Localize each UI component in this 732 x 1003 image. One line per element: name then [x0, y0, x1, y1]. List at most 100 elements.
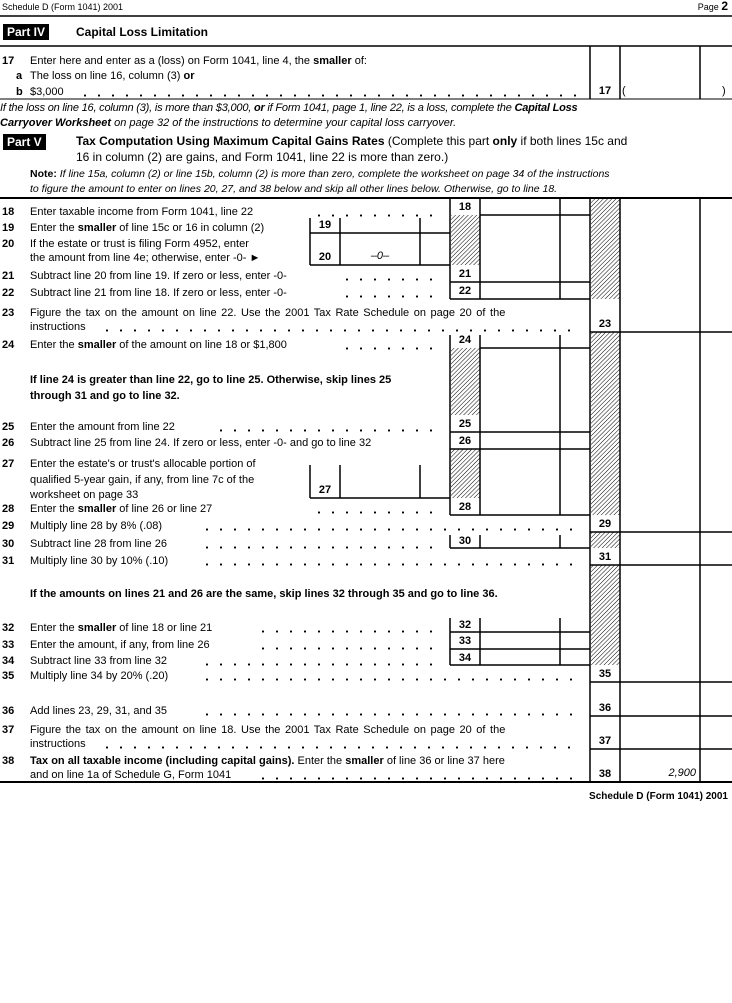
line-number: 22	[2, 287, 15, 299]
line-33-box-label: 33	[458, 635, 472, 647]
dot-leader	[256, 630, 442, 633]
line-28-text: Enter the smaller of line 26 or line 27	[30, 503, 213, 515]
line-17-box-label: 17	[598, 85, 612, 97]
dot-leader	[340, 347, 440, 350]
line-21-box-label: 21	[458, 268, 472, 280]
line-number: 28	[2, 503, 15, 515]
line-36-box-label: 36	[598, 702, 612, 714]
part-iv-title: Capital Loss Limitation	[76, 25, 209, 39]
line-27-box-label: 27	[318, 484, 332, 496]
line-20-value[interactable]: –0–	[370, 250, 390, 262]
dot-leader	[200, 678, 580, 681]
line-30-text: Subtract line 28 from line 26	[30, 538, 167, 550]
line-24-box-label: 24	[458, 334, 472, 346]
line-17-text: Enter here and enter as a (loss) on Form…	[30, 55, 367, 67]
dot-leader	[100, 329, 580, 332]
line-38-value[interactable]: 2,900	[668, 767, 696, 779]
line-31-box-label: 31	[598, 551, 612, 563]
line-17a-text: The loss on line 16, column (3) or	[30, 70, 195, 82]
line-number: 24	[2, 339, 15, 351]
part-v-subtitle: 16 in column (2) are gains, and Form 104…	[76, 150, 449, 164]
dot-leader	[340, 295, 440, 298]
line-17a-letter: a	[16, 70, 23, 82]
dot-leader	[78, 94, 578, 97]
line-37-box-label: 37	[598, 735, 612, 747]
line-27-text-2: qualified 5-year gain, if any, from line…	[30, 474, 255, 486]
line-number: 32	[2, 622, 15, 634]
part-v-note-1: Note: If line 15a, column (2) or line 15…	[30, 168, 610, 180]
dot-leader	[340, 278, 440, 281]
line-number: 25	[2, 421, 15, 433]
line-21-text: Subtract line 20 from line 19. If zero o…	[30, 270, 287, 282]
line-number: 31	[2, 555, 15, 567]
line-number: 18	[2, 206, 15, 218]
line-38-text-2: and on line 1a of Schedule G, Form 1041	[30, 769, 232, 781]
line-31-text: Multiply line 30 by 10% (.10)	[30, 555, 169, 567]
line-17-amount-field[interactable]	[630, 80, 698, 96]
skip-instruction-1a: If line 24 is greater than line 22, go t…	[30, 374, 392, 386]
skip-instruction-1b: through 31 and go to line 32.	[30, 390, 180, 402]
line-19-text: Enter the smaller of line 15c or 16 in c…	[30, 222, 265, 234]
line-number: 23	[2, 307, 15, 319]
dot-leader	[312, 214, 442, 217]
line-20-box-label: 20	[318, 251, 332, 263]
line-18-text: Enter taxable income from Form 1041, lin…	[30, 206, 254, 218]
dot-leader	[200, 546, 442, 549]
line-number: 36	[2, 705, 15, 717]
line-38-box-label: 38	[598, 768, 612, 780]
loss-note-line2: Carryover Worksheet on page 32 of the in…	[0, 117, 457, 129]
line-number: 35	[2, 670, 15, 682]
dot-leader	[100, 746, 580, 749]
form-footer: Schedule D (Form 1041) 2001	[589, 791, 728, 802]
line-25-text: Enter the amount from line 22	[30, 421, 175, 433]
loss-note-line1: If the loss on line 16, column (3), is m…	[0, 102, 578, 114]
line-26-text: Subtract line 25 from line 24. If zero o…	[30, 437, 372, 449]
line-37-text-1: Figure the tax on the amount on line 18.…	[30, 724, 506, 736]
line-number: 30	[2, 538, 15, 550]
line-37-text-2: instructions	[30, 738, 86, 750]
line-36-text: Add lines 23, 29, 31, and 35	[30, 705, 167, 717]
line-30-box-label: 30	[458, 535, 472, 547]
line-24-text: Enter the smaller of the amount on line …	[30, 339, 287, 351]
line-number: 29	[2, 520, 15, 532]
dot-leader	[200, 663, 442, 666]
line-33-text: Enter the amount, if any, from line 26	[30, 639, 210, 651]
dot-leader	[214, 429, 442, 432]
dot-leader	[200, 528, 580, 531]
line-23-box-label: 23	[598, 318, 612, 330]
line-17b-letter: b	[16, 86, 23, 98]
line-32-text: Enter the smaller of line 18 or line 21	[30, 622, 213, 634]
form-header: Schedule D (Form 1041) 2001	[2, 2, 124, 12]
dot-leader	[256, 647, 442, 650]
line-number: 19	[2, 222, 15, 234]
line-29-box-label: 29	[598, 518, 612, 530]
line-17b-text: $3,000	[30, 86, 64, 98]
line-number: 37	[2, 724, 15, 736]
page-number: Page 2	[697, 0, 728, 13]
part-iv-badge: Part IV	[3, 24, 50, 40]
dot-leader	[200, 713, 580, 716]
line-number: 33	[2, 639, 15, 651]
skip-instruction-2: If the amounts on lines 21 and 26 are th…	[30, 588, 498, 600]
line-number: 38	[2, 755, 15, 767]
line-20-text-2: the amount from line 4e; otherwise, ente…	[30, 252, 261, 264]
shaded-areas	[451, 198, 620, 665]
line-number: 34	[2, 655, 15, 667]
dot-leader	[200, 563, 580, 566]
line-number: 27	[2, 458, 15, 470]
dot-leader	[256, 777, 580, 780]
part-v-title: Tax Computation Using Maximum Capital Ga…	[76, 134, 628, 148]
close-paren: )	[722, 85, 726, 97]
line-34-box-label: 34	[458, 652, 472, 664]
open-paren: (	[622, 85, 626, 97]
line-25-box-label: 25	[458, 418, 472, 430]
part-v-note-2: to figure the amount to enter on lines 2…	[30, 183, 558, 195]
line-34-text: Subtract line 33 from line 32	[30, 655, 167, 667]
line-26-box-label: 26	[458, 435, 472, 447]
line-number: 17	[2, 55, 15, 67]
line-number: 26	[2, 437, 15, 449]
line-19-box-label: 19	[318, 219, 332, 231]
line-number: 21	[2, 270, 15, 282]
line-29-text: Multiply line 28 by 8% (.08)	[30, 520, 163, 532]
